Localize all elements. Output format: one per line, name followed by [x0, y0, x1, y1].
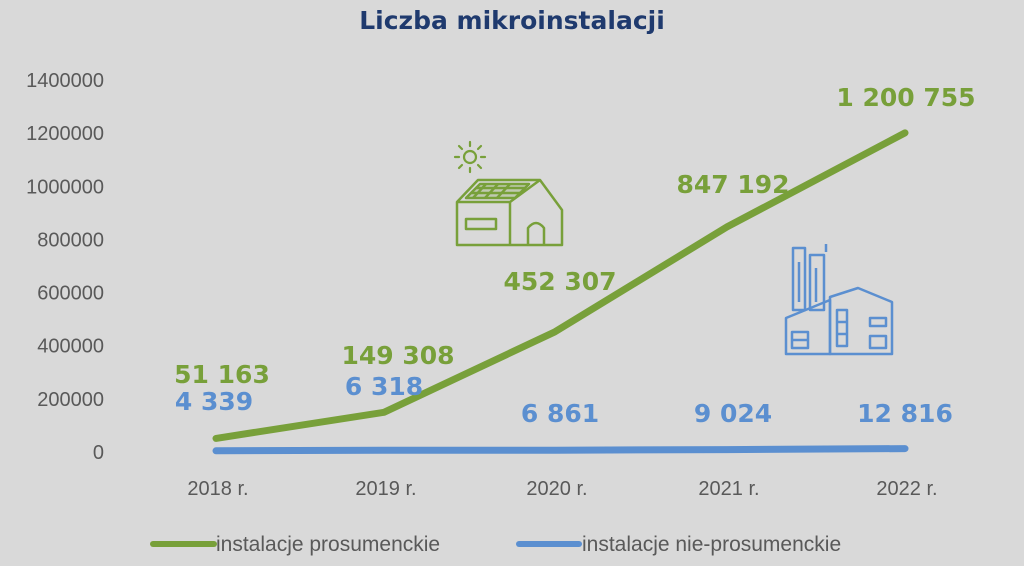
series-lines — [212, 129, 909, 455]
series-line-non-prosumer — [212, 445, 909, 455]
sun-icon — [453, 140, 487, 174]
legend: instalacje prosumenckie instalacje nie-p… — [150, 533, 841, 556]
legend-label-prosumer: instalacje prosumenckie — [216, 533, 440, 556]
solar-house-icon — [455, 178, 564, 247]
x-tick-label: 2021 r. — [698, 478, 759, 500]
x-axis-ticks: 2018 r. 2019 r. 2020 r. 2021 r. 2022 r. — [187, 478, 937, 500]
chart-title: Liczba mikroinstalacji — [359, 6, 665, 35]
data-label-non-prosumer: 12 816 — [857, 399, 953, 428]
data-label-non-prosumer: 9 024 — [694, 399, 772, 428]
data-label-prosumer: 51 163 — [174, 360, 270, 389]
legend-label-non-prosumer: instalacje nie-prosumenckie — [582, 533, 841, 556]
x-tick-label: 2018 r. — [187, 478, 248, 500]
data-label-prosumer: 149 308 — [341, 341, 454, 370]
data-label-non-prosumer: 6 318 — [345, 372, 423, 401]
x-tick-label: 2022 r. — [876, 478, 937, 500]
factory-icon — [784, 244, 894, 356]
y-tick-label: 1000000 — [26, 176, 104, 198]
y-tick-label: 1400000 — [26, 70, 104, 92]
data-label-non-prosumer: 6 861 — [521, 399, 599, 428]
data-label-non-prosumer: 4 339 — [175, 387, 253, 416]
y-tick-label: 400000 — [37, 336, 104, 358]
y-tick-label: 800000 — [37, 229, 104, 251]
data-labels: 51 163 149 308 452 307 847 192 1 200 755 4 33… — [174, 83, 975, 428]
x-tick-label: 2019 r. — [355, 478, 416, 500]
series-line-prosumer — [212, 129, 909, 442]
data-label-prosumer: 1 200 755 — [836, 83, 975, 112]
y-axis-ticks: 0 200000 400000 600000 800000 1000000 1200000 1… — [26, 70, 104, 464]
y-tick-label: 1200000 — [26, 123, 104, 145]
data-label-prosumer: 452 307 — [503, 267, 616, 296]
y-tick-label: 200000 — [37, 389, 104, 411]
y-tick-label: 0 — [93, 442, 104, 464]
data-label-prosumer: 847 192 — [676, 170, 789, 199]
y-tick-label: 600000 — [37, 283, 104, 305]
x-tick-label: 2020 r. — [526, 478, 587, 500]
